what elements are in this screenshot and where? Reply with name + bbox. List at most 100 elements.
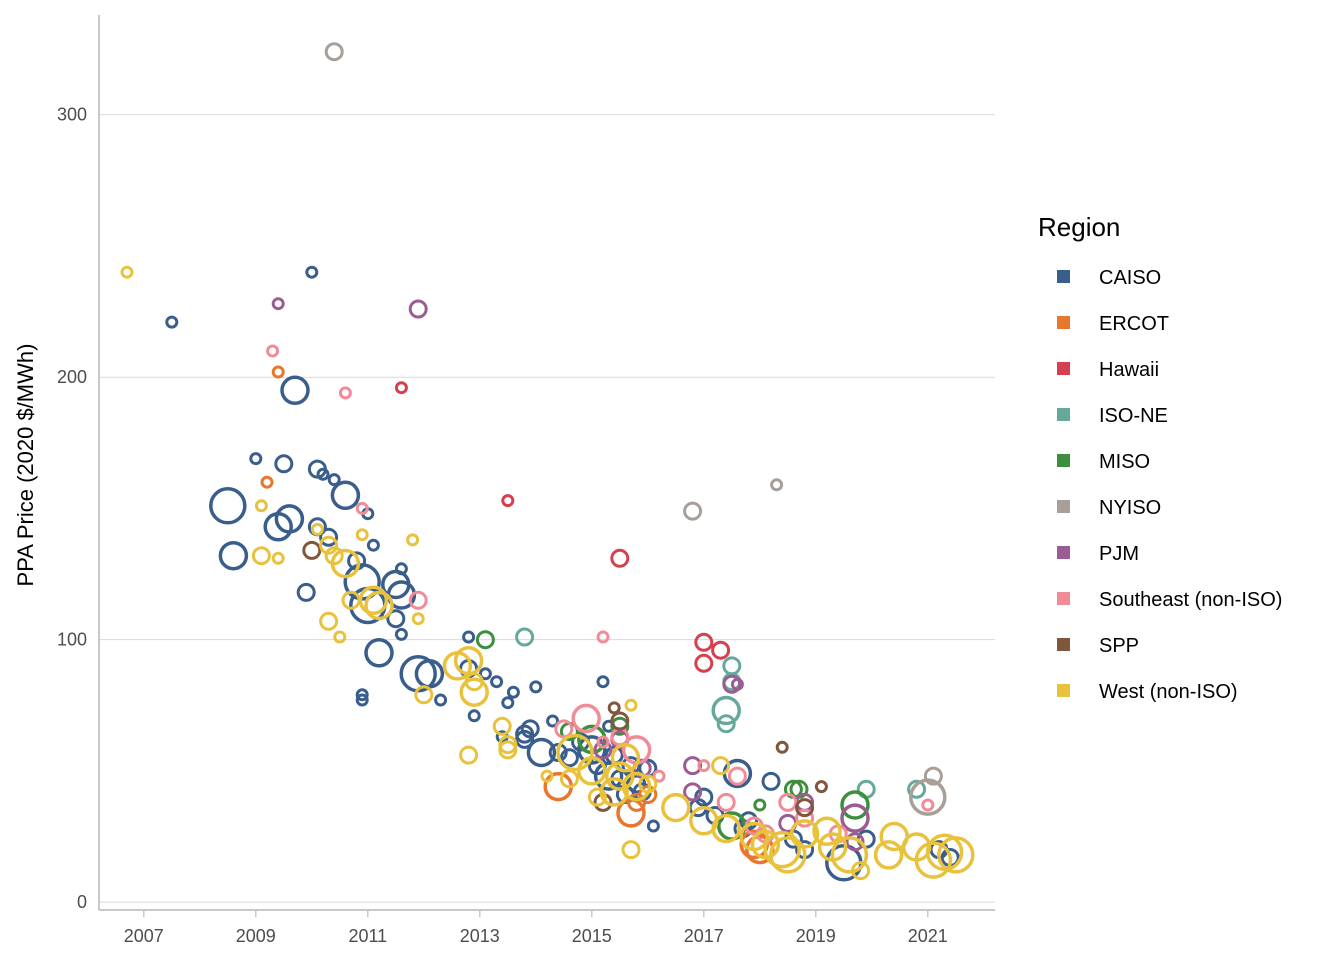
data-point bbox=[694, 787, 714, 807]
x-tick-label: 2011 bbox=[348, 926, 387, 946]
legend-item-label: ISO-NE bbox=[1099, 405, 1168, 427]
x-tick-label: 2017 bbox=[684, 926, 724, 946]
data-point bbox=[515, 729, 535, 749]
data-point bbox=[520, 719, 540, 739]
data-point bbox=[453, 645, 484, 676]
data-point bbox=[694, 632, 714, 652]
data-point bbox=[501, 696, 515, 710]
data-point bbox=[394, 381, 408, 395]
legend-item-label: NYISO bbox=[1099, 497, 1161, 519]
data-points bbox=[120, 42, 975, 882]
data-point bbox=[711, 813, 741, 844]
data-point bbox=[830, 836, 869, 874]
y-tick-label: 300 bbox=[57, 105, 87, 125]
data-point bbox=[840, 790, 870, 820]
data-point bbox=[333, 630, 347, 644]
data-point bbox=[271, 551, 285, 565]
data-point bbox=[577, 735, 607, 765]
data-point bbox=[789, 819, 820, 849]
data-point bbox=[556, 733, 594, 772]
data-point bbox=[355, 528, 369, 542]
data-point bbox=[364, 638, 394, 668]
data-point bbox=[414, 659, 445, 689]
data-point bbox=[577, 756, 607, 786]
data-point bbox=[324, 42, 344, 62]
data-point bbox=[769, 836, 807, 874]
series-group bbox=[120, 265, 975, 881]
data-point bbox=[310, 522, 324, 536]
y-tick-label: 0 bbox=[77, 892, 87, 912]
data-point bbox=[711, 695, 741, 726]
legend-swatch bbox=[1057, 684, 1070, 697]
legend-swatch bbox=[1057, 500, 1070, 513]
data-point bbox=[251, 546, 271, 566]
data-point bbox=[254, 499, 268, 513]
data-point bbox=[646, 819, 660, 833]
data-point bbox=[330, 480, 361, 511]
data-point bbox=[730, 677, 744, 691]
data-point bbox=[411, 612, 425, 626]
data-point bbox=[610, 716, 630, 736]
data-point bbox=[683, 501, 703, 521]
y-tick-label: 200 bbox=[57, 367, 87, 387]
legend-swatch bbox=[1057, 546, 1070, 559]
data-point bbox=[355, 688, 369, 702]
data-point bbox=[319, 535, 339, 555]
legend-item-label: SPP bbox=[1099, 635, 1139, 657]
data-point bbox=[464, 672, 484, 692]
data-point bbox=[260, 475, 274, 489]
data-point bbox=[209, 487, 247, 525]
x-tick-label: 2007 bbox=[124, 926, 164, 946]
data-point bbox=[683, 782, 703, 802]
data-point bbox=[559, 769, 579, 789]
data-point bbox=[661, 792, 691, 823]
data-point bbox=[638, 774, 658, 794]
data-point bbox=[120, 265, 134, 279]
legend-item-label: MISO bbox=[1099, 451, 1150, 473]
data-point bbox=[587, 787, 607, 807]
data-point bbox=[851, 861, 871, 881]
data-point bbox=[324, 546, 344, 566]
legend-swatch bbox=[1057, 270, 1070, 283]
data-point bbox=[355, 501, 369, 515]
data-point bbox=[515, 627, 535, 647]
grid-lines bbox=[99, 114, 995, 903]
data-point bbox=[775, 740, 789, 754]
data-point bbox=[814, 780, 828, 794]
data-point bbox=[316, 467, 330, 481]
data-point bbox=[907, 779, 927, 799]
data-point bbox=[711, 640, 731, 660]
x-tick-label: 2021 bbox=[908, 926, 948, 946]
data-point bbox=[529, 680, 543, 694]
data-point bbox=[364, 590, 394, 621]
data-point bbox=[266, 344, 280, 358]
legend-swatch bbox=[1057, 362, 1070, 375]
data-point bbox=[302, 540, 322, 560]
data-point bbox=[937, 836, 975, 874]
data-point bbox=[778, 792, 798, 812]
series-group bbox=[394, 381, 731, 673]
tick-labels: 0 100 200 300 2007 2009 2011 2013 2015 2017 2019 20… bbox=[57, 105, 948, 946]
data-point bbox=[492, 716, 512, 736]
data-point bbox=[305, 265, 319, 279]
data-point bbox=[506, 685, 520, 699]
data-point bbox=[394, 562, 408, 576]
data-point bbox=[338, 386, 352, 400]
data-point bbox=[571, 703, 601, 734]
series-group bbox=[324, 42, 947, 816]
data-point bbox=[770, 478, 784, 492]
data-point bbox=[554, 719, 574, 739]
data-point bbox=[840, 803, 870, 833]
legend-swatch bbox=[1057, 408, 1070, 421]
data-point bbox=[761, 771, 781, 791]
axes bbox=[98, 15, 995, 917]
legend-item-label: Southeast (non-ISO) bbox=[1099, 589, 1282, 611]
data-point bbox=[921, 798, 935, 812]
data-point bbox=[638, 785, 658, 804]
legend-swatch bbox=[1057, 592, 1070, 605]
legend-item-label: West (non-ISO) bbox=[1099, 681, 1238, 703]
data-point bbox=[593, 761, 624, 791]
data-point bbox=[501, 494, 515, 508]
